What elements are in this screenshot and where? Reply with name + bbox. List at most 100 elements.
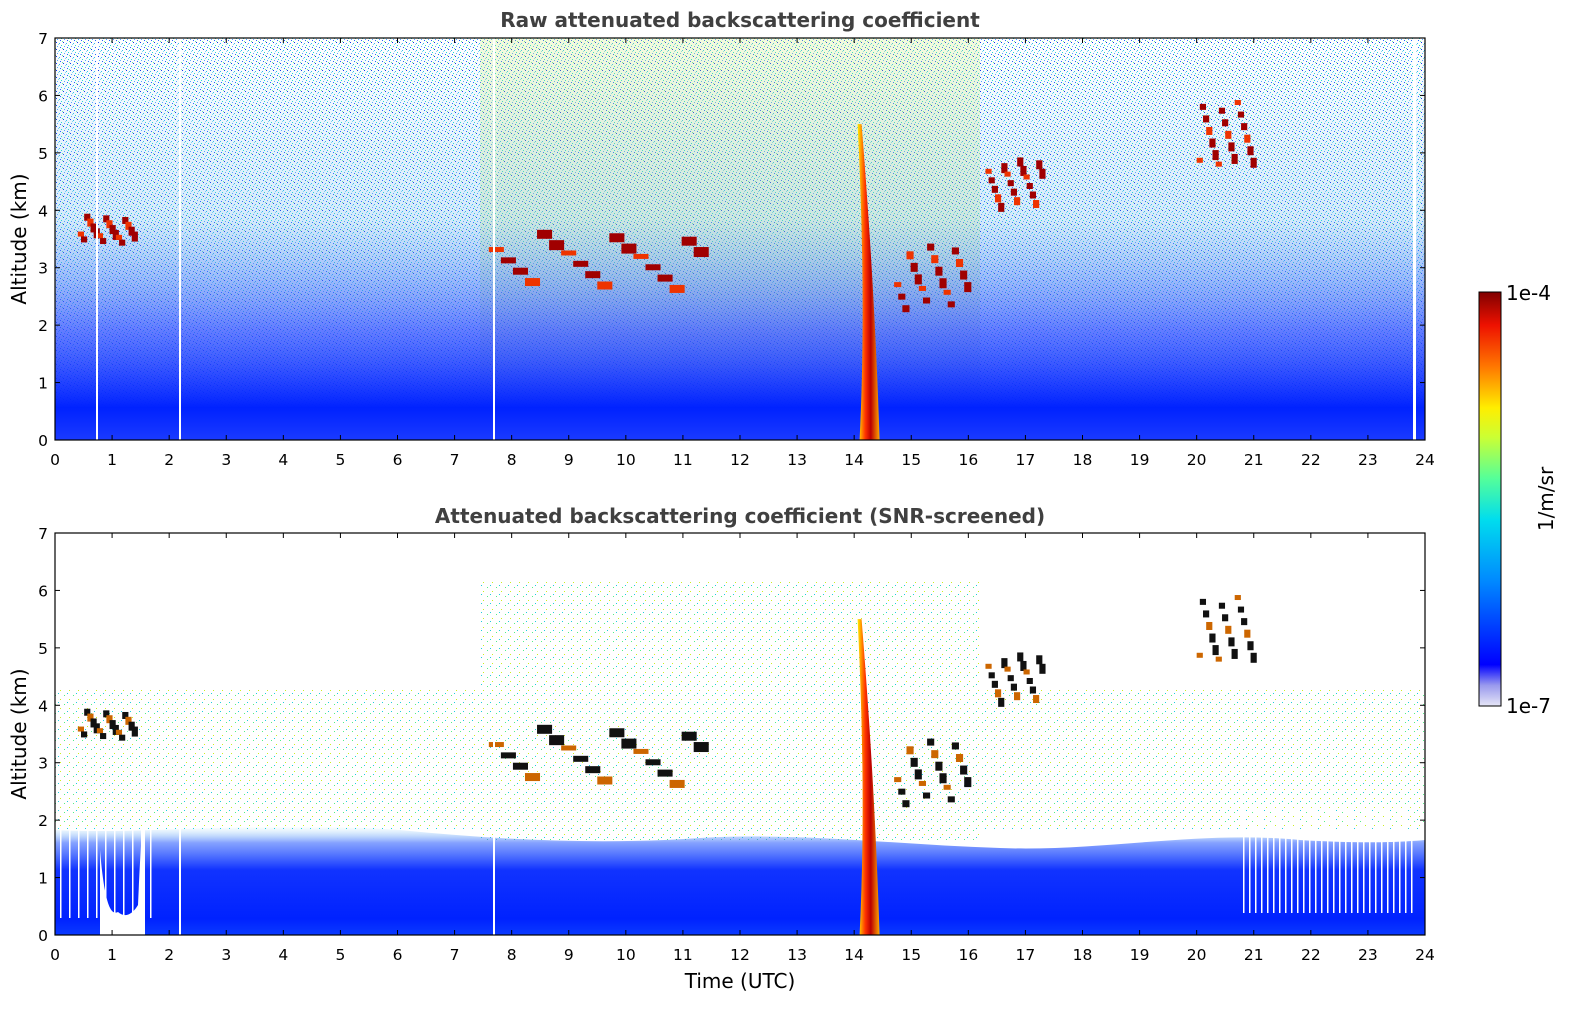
screened-stripe bbox=[1393, 805, 1395, 913]
screened-stripe bbox=[141, 830, 143, 918]
cloud-segment bbox=[119, 239, 126, 246]
cloud-segment bbox=[998, 697, 1005, 707]
cloud-segment bbox=[922, 792, 931, 799]
screened-stripe bbox=[105, 830, 107, 918]
cloud-segment bbox=[1234, 100, 1241, 106]
panel-screened-axes: 0 1 2 3 4 5 6 7 8 9 10 11 12 13 14 15 16 17 18 19 20 21 22 23 24… bbox=[38, 525, 1435, 964]
cloud-segment bbox=[597, 776, 613, 785]
cloud-segment bbox=[87, 713, 94, 722]
panel-screened-title: Attenuated backscattering coefficient (S… bbox=[435, 504, 1045, 528]
cloud-segment bbox=[657, 274, 673, 282]
x-tick-label: 24 bbox=[1415, 451, 1435, 469]
cloud-segment bbox=[488, 247, 504, 253]
x-tick-label: 10 bbox=[616, 451, 636, 469]
panel-raw: Raw attenuated backscattering coefficien… bbox=[7, 8, 1435, 469]
cloud-segment bbox=[906, 251, 914, 260]
panel-screened: Attenuated backscattering coefficient (S… bbox=[7, 504, 1435, 993]
cloud-segment bbox=[906, 746, 914, 755]
cloud-segment bbox=[998, 202, 1005, 212]
cloud-segment bbox=[131, 231, 138, 242]
x-tick-label: 8 bbox=[507, 451, 517, 469]
x-tick-label: 21 bbox=[1244, 451, 1264, 469]
y-tick-label: 1 bbox=[38, 870, 48, 888]
cloud-segment bbox=[100, 238, 107, 245]
screened-stripe bbox=[114, 830, 116, 918]
cloud-segment bbox=[633, 748, 649, 754]
cloud-segment bbox=[955, 258, 964, 267]
x-tick-label: 13 bbox=[787, 946, 807, 964]
cloud-segment bbox=[1004, 666, 1011, 672]
x-tick-label: 17 bbox=[1016, 946, 1036, 964]
cloud-segment bbox=[988, 177, 995, 184]
x-tick-label: 20 bbox=[1187, 451, 1207, 469]
x-tick-label: 4 bbox=[278, 451, 288, 469]
x-tick-label: 18 bbox=[1073, 451, 1093, 469]
screened-stripe bbox=[1345, 805, 1347, 913]
x-tick-label: 21 bbox=[1244, 946, 1264, 964]
cloud-segment bbox=[1244, 134, 1251, 143]
panel-raw-ylabel: Altitude (km) bbox=[7, 173, 31, 304]
cloud-segment bbox=[112, 229, 119, 240]
cloud-segment bbox=[585, 766, 601, 774]
cloud-segment bbox=[1017, 652, 1024, 662]
cloud-segment bbox=[947, 301, 955, 308]
cloud-segment bbox=[1212, 150, 1219, 161]
x-tick-label: 9 bbox=[564, 946, 574, 964]
screened-stripe bbox=[1309, 805, 1311, 913]
cloud-segment bbox=[524, 278, 541, 287]
cloud-segment bbox=[910, 757, 918, 767]
cloud-segment bbox=[1218, 107, 1226, 114]
cloud-segment bbox=[1017, 157, 1024, 167]
screened-stripe bbox=[1351, 805, 1353, 913]
cloud-segment bbox=[1241, 618, 1248, 626]
cloud-segment bbox=[894, 777, 902, 783]
cloud-segment bbox=[894, 282, 902, 288]
cloud-segment bbox=[100, 733, 107, 740]
cloud-segment bbox=[1023, 669, 1030, 675]
x-tick-label: 5 bbox=[335, 946, 345, 964]
y-tick-label: 5 bbox=[38, 145, 48, 163]
cloud-segment bbox=[1010, 188, 1017, 196]
cloud-segment bbox=[1199, 103, 1207, 110]
x-tick-label: 16 bbox=[958, 946, 978, 964]
cloud-segment bbox=[633, 253, 649, 259]
y-tick-label: 0 bbox=[38, 927, 48, 945]
screened-stripe bbox=[1273, 805, 1275, 913]
cloud-segment bbox=[1222, 614, 1229, 622]
cloud-segment bbox=[914, 274, 922, 285]
cloud-segment bbox=[988, 672, 995, 679]
cloud-segment bbox=[645, 264, 661, 271]
cloud-segment bbox=[561, 250, 577, 256]
cloud-segment bbox=[645, 759, 661, 766]
cloud-segment bbox=[1247, 641, 1254, 651]
y-tick-label: 6 bbox=[38, 87, 48, 105]
cloud-segment bbox=[943, 784, 951, 790]
screened-stripe bbox=[123, 830, 125, 918]
cloud-segment bbox=[573, 260, 589, 267]
x-tick-label: 10 bbox=[616, 946, 636, 964]
screened-stripe bbox=[1297, 805, 1299, 913]
screened-stripe bbox=[1333, 805, 1335, 913]
cloud-segment bbox=[935, 266, 943, 276]
cloud-segment bbox=[1206, 126, 1213, 135]
x-tick-label: 5 bbox=[335, 451, 345, 469]
cloud-segment bbox=[585, 271, 601, 279]
panel-raw-plot-area bbox=[55, 38, 1425, 440]
colorbar-min-label: 1e-7 bbox=[1506, 694, 1551, 718]
x-tick-label: 0 bbox=[50, 946, 60, 964]
x-tick-label: 7 bbox=[450, 946, 460, 964]
cloud-segment bbox=[115, 234, 123, 240]
x-tick-label: 3 bbox=[221, 946, 231, 964]
screened-stripe bbox=[1387, 805, 1389, 913]
cloud-segment bbox=[935, 761, 943, 771]
cloud-plume bbox=[857, 124, 880, 440]
cloud-segment bbox=[537, 229, 553, 239]
screened-stripe bbox=[1357, 805, 1359, 913]
raw-boundary-layer bbox=[55, 38, 1425, 440]
screened-stripe bbox=[1339, 805, 1341, 913]
x-tick-label: 2 bbox=[164, 946, 174, 964]
x-tick-label: 22 bbox=[1301, 946, 1321, 964]
panel-screened-xlabel: Time (UTC) bbox=[684, 969, 796, 993]
cloud-segment bbox=[985, 663, 992, 669]
screened-daytime-dots bbox=[480, 580, 980, 840]
